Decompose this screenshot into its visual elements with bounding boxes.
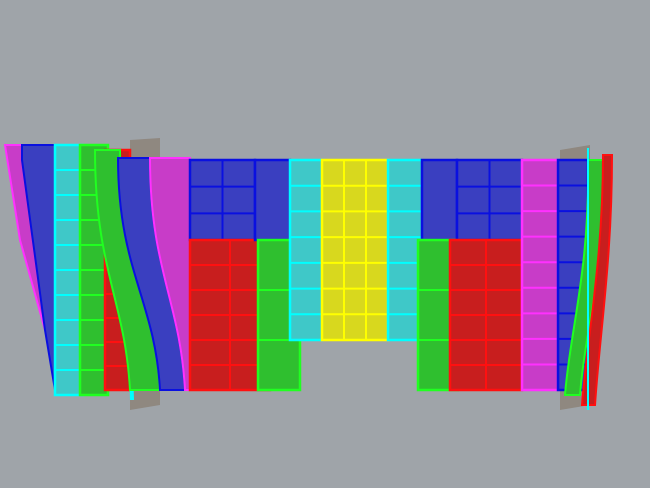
blue-panel-upper-2 — [253, 158, 292, 242]
curved-red-band-right — [580, 154, 614, 406]
cyan-column-2 — [386, 158, 424, 342]
curved-magenta-band — [148, 157, 191, 391]
blue-panel-upper-3 — [420, 158, 459, 242]
left-blue-strip — [21, 144, 56, 391]
cyan-column-1 — [288, 158, 324, 342]
yellow-column — [320, 158, 390, 342]
magenta-column-right — [520, 158, 560, 392]
